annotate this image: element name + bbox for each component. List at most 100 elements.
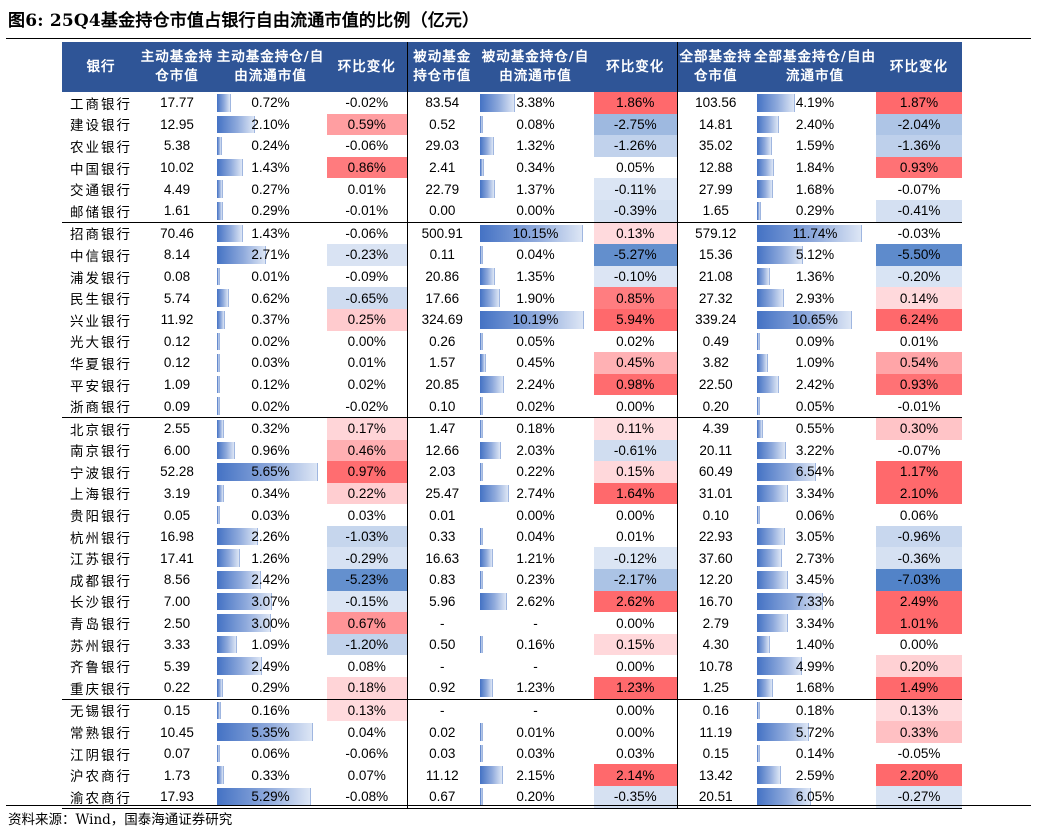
table-row: 渝农商行 17.93 5.29% -0.08% 0.67 0.20% -0.35% 20.51… (62, 786, 962, 809)
cell-active-change: -0.01% (327, 200, 407, 222)
cell-active-ratio: 5.29% (214, 786, 327, 809)
cell-all-value: 12.20 (676, 569, 754, 591)
change-value: -0.05% (897, 746, 941, 762)
table-row: 浦发银行 0.08 0.01% -0.09% 20.86 1.35% -0.10% 21.08… (62, 265, 962, 288)
cell-all-value: 31.01 (676, 482, 754, 505)
ratio-value: 1.09% (251, 637, 290, 653)
ratio-value: 0.08% (516, 116, 555, 132)
cell-passive-ratio: 0.01% (477, 721, 594, 743)
cell-passive-change: -0.11% (594, 178, 677, 200)
ratio-databar (480, 397, 483, 415)
ratio-value: 3.07% (251, 593, 290, 609)
change-value: -2.04% (897, 116, 941, 132)
cell-bank: 无锡银行 (62, 698, 140, 722)
ratio-value: 0.06% (251, 746, 290, 762)
cell-passive-change: -5.27% (594, 244, 677, 266)
ratio-value: 2.40% (795, 116, 835, 132)
ratio-databar (217, 375, 221, 394)
cell-all-change: 1.01% (876, 612, 962, 634)
cell-active-change: -0.06% (327, 221, 407, 245)
change-value: 0.30% (899, 421, 939, 437)
change-value: 0.01% (347, 181, 386, 197)
ratio-value: 2.59% (795, 767, 835, 783)
cell-passive-change: 0.13% (594, 221, 677, 245)
cell-passive-ratio: 0.04% (477, 526, 594, 548)
cell-passive-ratio: 0.05% (477, 331, 594, 353)
cell-passive-value: 5.96 (406, 590, 477, 613)
cell-passive-value: 17.66 (406, 287, 477, 309)
ratio-databar (480, 744, 483, 763)
cell-all-change: -0.96% (876, 525, 962, 548)
col-header-passive-ratio: 被动基金持仓/自由流通市值 (477, 42, 594, 92)
table-row: 建设银行 12.95 2.10% 0.59% 0.52 0.08% -2.75% 14.81 2… (62, 113, 962, 136)
ratio-databar (217, 310, 225, 329)
ratio-value: 1.68% (795, 680, 835, 696)
change-value: -0.02% (345, 398, 389, 414)
cell-all-ratio: 3.34% (754, 612, 876, 634)
cell-active-ratio: 0.02% (214, 331, 327, 353)
change-value: 0.11% (616, 421, 654, 437)
ratio-value: - (533, 615, 538, 631)
change-value: 1.01% (899, 615, 939, 631)
cell-bank: 杭州银行 (70, 530, 132, 546)
ratio-value: 3.22% (795, 442, 835, 458)
ratio-value: 0.06% (795, 507, 835, 523)
ratio-databar (757, 180, 773, 198)
ratio-databar (480, 549, 494, 568)
change-value: 0.59% (347, 116, 386, 132)
ratio-value: 2.26% (251, 529, 290, 545)
ratio-databar (217, 657, 262, 676)
cell-all-ratio: 1.68% (754, 677, 876, 699)
change-value: 1.87% (899, 95, 939, 111)
ratio-value: 10.65% (792, 312, 838, 328)
change-value: -0.15% (345, 593, 389, 609)
table-row: 江阴银行 0.07 0.06% -0.06% 0.03 0.03% 0.03% 0.15 0.1… (62, 742, 962, 765)
cell-all-ratio: 3.45% (754, 569, 876, 591)
cell-active-change: -0.23% (327, 244, 407, 266)
change-value: -0.41% (897, 203, 941, 219)
cell-passive-ratio: 2.15% (477, 764, 594, 786)
cell-bank: 兴业银行 (70, 313, 132, 329)
ratio-databar (480, 441, 502, 460)
ratio-value: 1.09% (795, 355, 835, 371)
cell-passive-change: 0.00% (594, 612, 677, 634)
ratio-databar (217, 701, 221, 720)
ratio-value: 3.45% (795, 572, 835, 588)
cell-active-value: 8.14 (163, 247, 191, 263)
cell-bank: 平安银行 (70, 378, 132, 394)
change-value: 0.18% (347, 680, 386, 696)
cell-bank: 青岛银行 (70, 617, 132, 633)
table-row: 邮储银行 1.61 0.29% -0.01% 0.00 0.00% -0.39% 1.65 0.… (62, 199, 962, 223)
ratio-value: 1.26% (251, 550, 290, 566)
cell-passive-change: 5.94% (594, 308, 677, 331)
cell-active-change: -0.65% (327, 287, 407, 309)
ratio-databar (217, 744, 220, 763)
ratio-databar (757, 115, 780, 134)
table-row: 青岛银行 2.50 3.00% 0.67% - - 0.00% 2.79 3.34% 1.01% (62, 612, 962, 634)
table-row: 工商银行 17.77 0.72% -0.02% 83.54 3.38% 1.86% 103.5… (62, 92, 962, 114)
ratio-value: 1.35% (516, 269, 555, 285)
cell-active-change: -0.29% (327, 547, 407, 570)
cell-active-value: 2.55 (140, 416, 214, 440)
ratio-databar (757, 788, 812, 806)
cell-bank: 长沙银行 (70, 595, 132, 611)
cell-passive-value: 0.67 (406, 786, 477, 809)
ratio-value: 0.03% (251, 507, 290, 523)
cell-active-ratio: 0.02% (214, 395, 327, 417)
cell-active-value: 10.45 (160, 724, 194, 740)
cell-passive-value: 324.69 (406, 308, 477, 331)
cell-all-ratio: 5.72% (754, 721, 876, 743)
ratio-databar (480, 679, 494, 697)
ratio-value: 0.32% (251, 421, 290, 437)
table-row: 贵阳银行 0.05 0.03% 0.03% 0.01 0.00% 0.00% 0.10 0.06… (62, 504, 962, 526)
ratio-databar (217, 224, 244, 243)
ratio-value: 0.29% (795, 203, 835, 219)
table-row: 民生银行 5.74 0.62% -0.65% 17.66 1.90% 0.85% 27.32 2… (62, 287, 962, 309)
cell-bank: 建设银行 (70, 118, 132, 134)
ratio-databar (757, 137, 773, 155)
cell-passive-value: 0.26 (406, 330, 477, 353)
cell-passive-ratio: 2.03% (477, 440, 594, 462)
change-value: 5.94% (616, 312, 655, 328)
cell-all-change: -1.36% (876, 135, 962, 157)
cell-bank: 农业银行 (70, 139, 132, 155)
